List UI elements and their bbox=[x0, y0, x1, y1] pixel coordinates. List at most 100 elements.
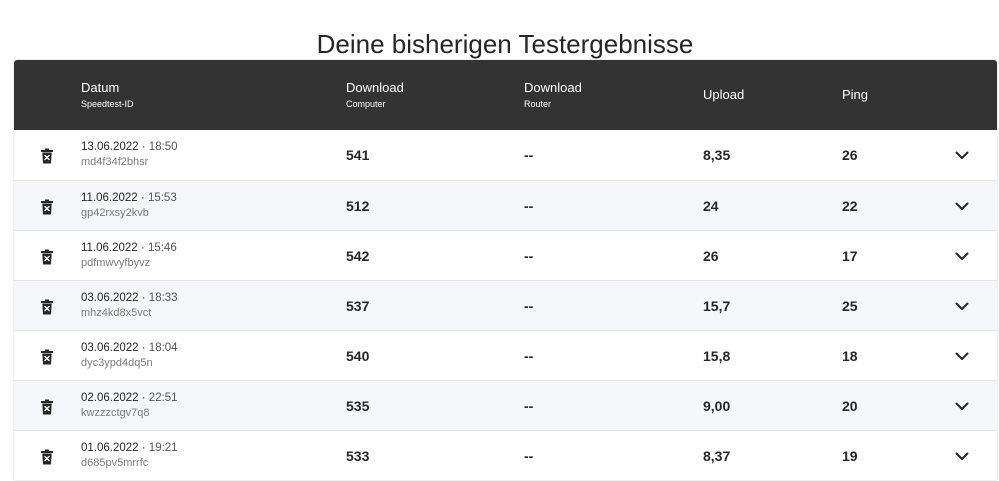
row-upload: 15,8 bbox=[703, 348, 731, 364]
row-date-cell: 11.06.2022 · 15:53 gp42rxsy2kvb bbox=[81, 191, 177, 220]
row-datetime: 03.06.2022 · 18:04 bbox=[81, 341, 178, 355]
row-date-separator: · bbox=[138, 392, 149, 404]
table-row: 02.06.2022 · 22:51 kwzzzctgv7q8 535 -- 9… bbox=[14, 380, 997, 430]
row-download-router: -- bbox=[524, 448, 534, 464]
row-date: 01.06.2022 bbox=[81, 442, 139, 454]
row-download-router: -- bbox=[524, 147, 534, 163]
row-time: 15:53 bbox=[147, 192, 177, 204]
header-download-computer-label: Download bbox=[346, 80, 404, 95]
row-datetime: 01.06.2022 · 19:21 bbox=[81, 441, 178, 455]
row-ping: 26 bbox=[842, 147, 858, 163]
row-time: 15:46 bbox=[147, 242, 177, 254]
row-date-cell: 01.06.2022 · 19:21 d685pv5mrrfc bbox=[81, 441, 178, 470]
row-date-cell: 13.06.2022 · 18:50 md4f34f2bhsr bbox=[81, 140, 178, 169]
row-date-separator: · bbox=[138, 442, 149, 454]
header-ping: Ping bbox=[842, 60, 868, 130]
chevron-down-icon[interactable] bbox=[954, 198, 970, 214]
row-speedtest-id: mhz4kd8x5vct bbox=[81, 307, 152, 319]
row-speedtest-id: pdfmwvyfbyvz bbox=[81, 257, 151, 269]
table-row: 11.06.2022 · 15:53 gp42rxsy2kvb 512 -- 2… bbox=[14, 180, 997, 230]
header-download-router: Download Router bbox=[524, 60, 582, 130]
chevron-down-icon[interactable] bbox=[954, 448, 970, 464]
row-download-computer: 533 bbox=[346, 448, 370, 464]
trash-icon[interactable] bbox=[40, 299, 54, 315]
header-speedtest-id-label: Speedtest-ID bbox=[81, 99, 134, 109]
trash-icon[interactable] bbox=[40, 349, 54, 365]
chevron-down-icon[interactable] bbox=[954, 298, 970, 314]
row-upload: 15,7 bbox=[703, 298, 731, 314]
row-download-computer: 512 bbox=[346, 198, 370, 214]
header-download-router-sub: Router bbox=[524, 99, 552, 109]
row-ping: 17 bbox=[842, 248, 858, 264]
row-download-router: -- bbox=[524, 298, 534, 314]
row-date-separator: · bbox=[137, 242, 148, 254]
row-speedtest-id: gp42rxsy2kvb bbox=[81, 207, 149, 219]
row-date-cell: 03.06.2022 · 18:04 dyc3ypd4dq5n bbox=[81, 341, 178, 370]
chevron-down-icon[interactable] bbox=[954, 147, 970, 163]
header-date: Datum Speedtest-ID bbox=[81, 60, 134, 130]
row-time: 19:21 bbox=[148, 442, 178, 454]
row-date: 11.06.2022 bbox=[81, 242, 138, 254]
row-ping: 18 bbox=[842, 348, 858, 364]
row-datetime: 13.06.2022 · 18:50 bbox=[81, 140, 178, 154]
table-body: 13.06.2022 · 18:50 md4f34f2bhsr 541 -- 8… bbox=[14, 130, 997, 480]
row-date: 11.06.2022 bbox=[81, 192, 138, 204]
results-table: Datum Speedtest-ID Download Computer Dow… bbox=[14, 60, 997, 480]
header-upload-label: Upload bbox=[703, 87, 745, 102]
row-ping: 22 bbox=[842, 198, 858, 214]
row-time: 18:33 bbox=[148, 292, 178, 304]
row-datetime: 11.06.2022 · 15:53 bbox=[81, 191, 177, 205]
header-download-computer: Download Computer bbox=[346, 60, 404, 130]
chevron-down-icon[interactable] bbox=[954, 398, 970, 414]
page-title: Deine bisherigen Testergebnisse bbox=[316, 29, 694, 60]
row-date-cell: 03.06.2022 · 18:33 mhz4kd8x5vct bbox=[81, 291, 178, 320]
table-row: 03.06.2022 · 18:04 dyc3ypd4dq5n 540 -- 1… bbox=[14, 330, 997, 380]
row-date-separator: · bbox=[138, 292, 149, 304]
row-download-router: -- bbox=[524, 248, 534, 264]
row-date-separator: · bbox=[138, 141, 149, 153]
row-download-computer: 542 bbox=[346, 248, 370, 264]
trash-icon[interactable] bbox=[40, 399, 54, 415]
chevron-down-icon[interactable] bbox=[954, 248, 970, 264]
row-ping: 19 bbox=[842, 448, 858, 464]
row-download-computer: 535 bbox=[346, 398, 370, 414]
row-date: 13.06.2022 bbox=[81, 141, 139, 153]
trash-icon[interactable] bbox=[40, 449, 54, 465]
row-ping: 20 bbox=[842, 398, 858, 414]
row-date-separator: · bbox=[137, 192, 148, 204]
row-download-computer: 540 bbox=[346, 348, 370, 364]
row-datetime: 11.06.2022 · 15:46 bbox=[81, 241, 177, 255]
trash-icon[interactable] bbox=[40, 148, 54, 164]
row-datetime: 02.06.2022 · 22:51 bbox=[81, 391, 178, 405]
row-download-router: -- bbox=[524, 398, 534, 414]
header-download-router-label: Download bbox=[524, 80, 582, 95]
row-download-computer: 537 bbox=[346, 298, 370, 314]
trash-icon[interactable] bbox=[40, 249, 54, 265]
row-download-router: -- bbox=[524, 348, 534, 364]
row-upload: 26 bbox=[703, 248, 719, 264]
trash-icon[interactable] bbox=[40, 199, 54, 215]
header-ping-label: Ping bbox=[842, 87, 869, 102]
table-header: Datum Speedtest-ID Download Computer Dow… bbox=[14, 60, 997, 130]
row-date: 03.06.2022 bbox=[81, 342, 139, 354]
row-upload: 8,35 bbox=[703, 147, 731, 163]
row-speedtest-id: md4f34f2bhsr bbox=[81, 156, 149, 168]
header-date-label: Datum bbox=[81, 80, 120, 95]
table-row: 13.06.2022 · 18:50 md4f34f2bhsr 541 -- 8… bbox=[14, 130, 997, 180]
row-upload: 8,37 bbox=[703, 448, 731, 464]
row-date-cell: 11.06.2022 · 15:46 pdfmwvyfbyvz bbox=[81, 241, 177, 270]
row-speedtest-id: d685pv5mrrfc bbox=[81, 457, 149, 469]
header-upload: Upload bbox=[703, 60, 744, 130]
row-ping: 25 bbox=[842, 298, 858, 314]
row-time: 18:04 bbox=[148, 342, 178, 354]
table-row: 03.06.2022 · 18:33 mhz4kd8x5vct 537 -- 1… bbox=[14, 280, 997, 330]
row-upload: 9,00 bbox=[703, 398, 731, 414]
row-time: 22:51 bbox=[148, 392, 178, 404]
row-download-router: -- bbox=[524, 198, 534, 214]
chevron-down-icon[interactable] bbox=[954, 348, 970, 364]
row-datetime: 03.06.2022 · 18:33 bbox=[81, 291, 178, 305]
row-date-separator: · bbox=[138, 342, 149, 354]
row-date-cell: 02.06.2022 · 22:51 kwzzzctgv7q8 bbox=[81, 391, 178, 420]
table-row: 11.06.2022 · 15:46 pdfmwvyfbyvz 542 -- 2… bbox=[14, 230, 997, 280]
